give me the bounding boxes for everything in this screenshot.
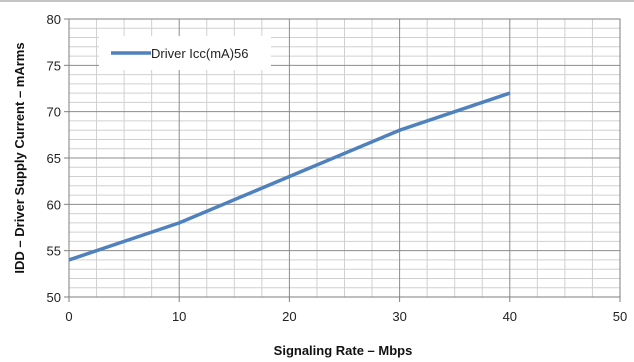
x-tick-label: 20	[282, 309, 296, 324]
y-tick-label: 70	[47, 105, 61, 120]
x-tick-label: 40	[503, 309, 517, 324]
x-axis-title: Signaling Rate – Mbps	[274, 343, 413, 358]
legend-label: Driver Icc(mA)56	[151, 46, 249, 61]
series-line	[68, 91, 511, 262]
y-tick-label: 55	[47, 244, 61, 259]
x-tick-label: 0	[65, 309, 72, 324]
y-tick-labels: 50 55 60 65 70 75 80	[47, 12, 61, 305]
x-tick-label: 30	[392, 309, 406, 324]
y-axis-title: IDD – Driver Supply Current – mArms	[12, 42, 27, 273]
legend: Driver Icc(mA)56	[99, 36, 271, 70]
plot-frame	[64, 18, 621, 302]
y-tick-label: 50	[47, 290, 61, 305]
y-tick-label: 75	[47, 58, 61, 73]
x-tick-label: 50	[613, 309, 627, 324]
x-tick-label: 10	[172, 309, 186, 324]
x-tick-labels: 0 10 20 30 40 50	[65, 309, 627, 324]
y-tick-label: 60	[47, 197, 61, 212]
y-tick-label: 80	[47, 12, 61, 27]
y-tick-label: 65	[47, 151, 61, 166]
series-group	[68, 91, 511, 262]
